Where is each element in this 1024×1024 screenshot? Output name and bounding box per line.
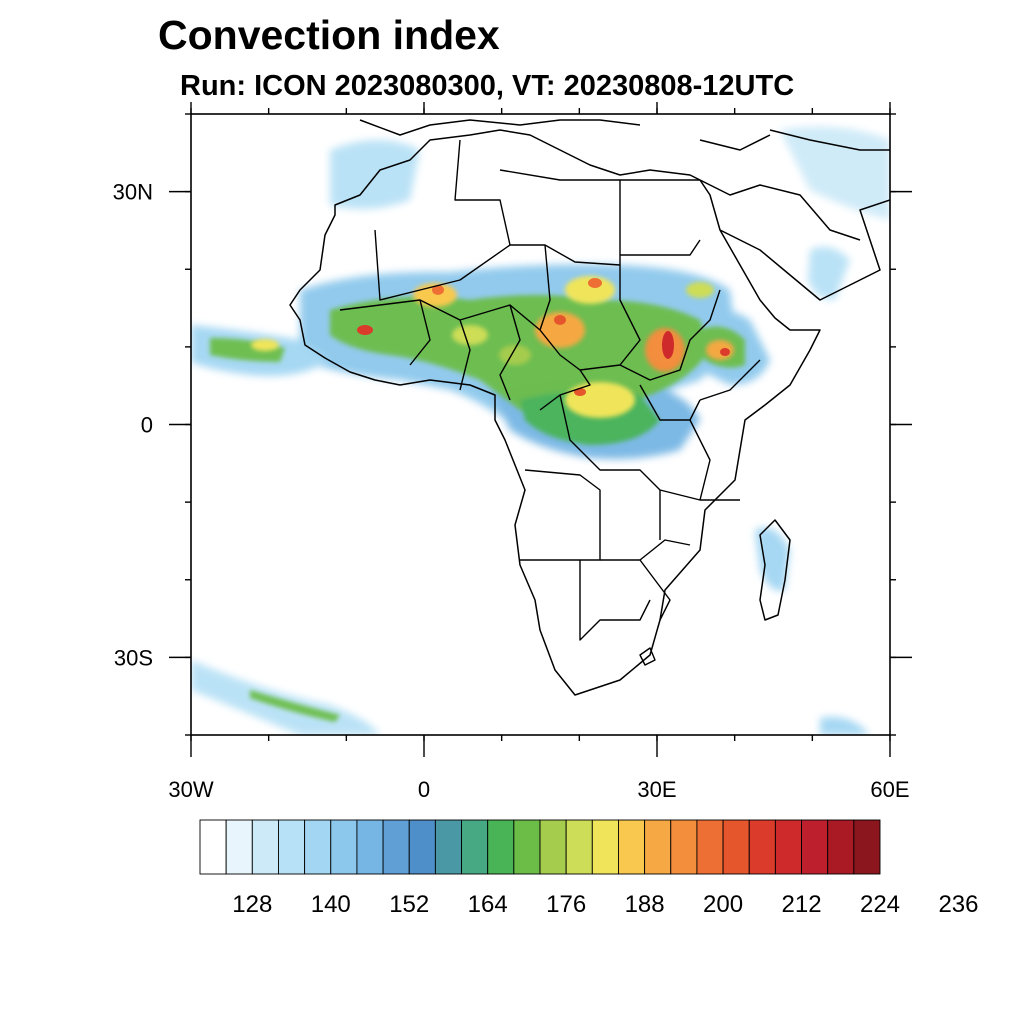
colorbar-box [774, 819, 802, 875]
colorbar-label: 236 [938, 891, 978, 918]
colorbar-box [461, 819, 489, 875]
colorbar-label: 140 [311, 891, 351, 918]
lon-tick-label: 60E [870, 777, 909, 802]
colorbar-box [618, 819, 646, 875]
lon-tick-label: 0 [418, 777, 430, 802]
colorbar-label: 212 [782, 891, 822, 918]
colorbar-box [225, 819, 253, 875]
colorbar-box [539, 819, 567, 875]
colorbar-box [513, 819, 541, 875]
colorbar-box [278, 819, 306, 875]
colorbar-label: 200 [703, 891, 743, 918]
colorbar-box [801, 819, 829, 875]
page-subtitle: Run: ICON 2023080300, VT: 20230808-12UTC [180, 70, 795, 102]
colorbar-box [853, 819, 881, 875]
lat-tick-label: 30S [114, 645, 153, 670]
colorbar-label: 152 [389, 891, 429, 918]
lon-tick-label: 30W [168, 777, 213, 802]
colorbar-label: 188 [625, 891, 665, 918]
lon-tick-label: 30E [637, 777, 676, 802]
colorbar-box [356, 819, 384, 875]
colorbar-box [487, 819, 515, 875]
colorbar-label: 224 [860, 891, 900, 918]
colorbar-box [696, 819, 724, 875]
page-title: Convection index [158, 12, 500, 58]
colorbar-box [827, 819, 855, 875]
colorbar-box [565, 819, 593, 875]
coastline-africa [289, 119, 890, 696]
colorbar-box [434, 819, 462, 875]
colorbar-label: 128 [232, 891, 272, 918]
colorbar-box [251, 819, 279, 875]
colorbar-box [408, 819, 436, 875]
map-axes: 30W 0 30E 60E 30N 0 30S [113, 102, 912, 802]
colorbar-box [748, 819, 776, 875]
colorbar-box [644, 819, 672, 875]
colorbar-label: 164 [468, 891, 508, 918]
colorbar-box [304, 819, 332, 875]
country-borders [339, 139, 761, 666]
colorbar-box [722, 819, 750, 875]
lat-tick-label: 0 [141, 413, 153, 438]
colorbar-box [382, 819, 410, 875]
colorbar-box [199, 819, 227, 875]
colorbar-label: 176 [546, 891, 586, 918]
colorbar-box [670, 819, 698, 875]
colorbar-box [591, 819, 619, 875]
colorbar-box [330, 819, 358, 875]
lat-tick-label: 30N [113, 180, 153, 205]
colorbar: 128 140 152 164 176 188 200 212 224 236 [199, 819, 978, 918]
